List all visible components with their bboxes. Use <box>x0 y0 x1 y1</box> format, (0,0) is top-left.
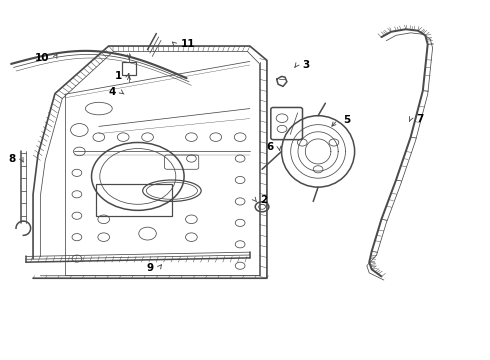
Text: 5: 5 <box>343 115 351 125</box>
Text: 7: 7 <box>416 113 424 123</box>
Text: 10: 10 <box>35 53 49 63</box>
Text: 6: 6 <box>266 142 273 152</box>
Text: 8: 8 <box>9 154 16 164</box>
Text: 2: 2 <box>261 195 268 204</box>
Text: 9: 9 <box>147 262 153 273</box>
Text: 11: 11 <box>181 39 195 49</box>
Bar <box>97 184 172 216</box>
Text: 3: 3 <box>302 60 310 70</box>
Text: 1: 1 <box>115 71 122 81</box>
Bar <box>122 62 136 75</box>
Text: 4: 4 <box>108 87 116 98</box>
